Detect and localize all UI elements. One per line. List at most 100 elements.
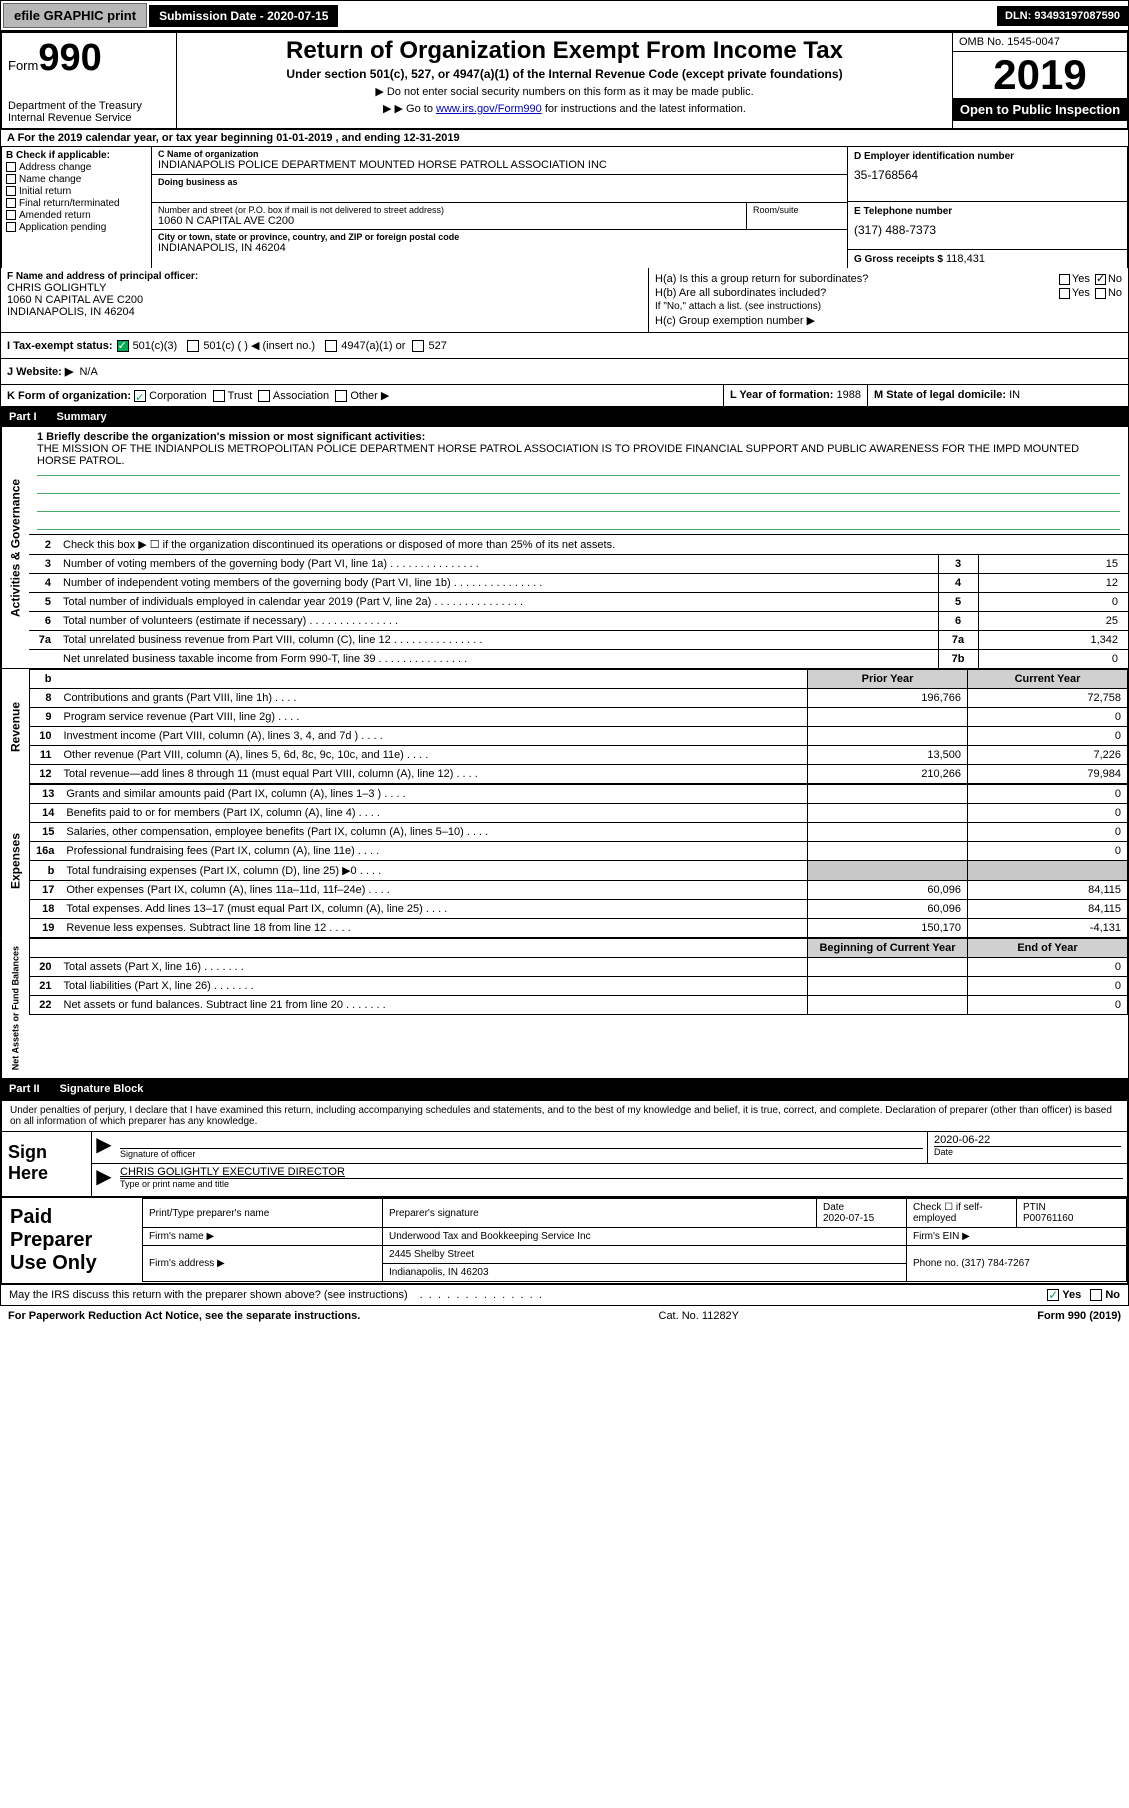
firm-phone: Phone no. (317) 784-7267: [907, 1246, 1127, 1282]
revenue-section: Revenue bPrior YearCurrent Year 8 Contri…: [0, 669, 1129, 784]
begin-year-hdr: Beginning of Current Year: [808, 939, 968, 958]
goto-post: for instructions and the latest informat…: [542, 103, 746, 115]
line-num: 3: [29, 555, 57, 574]
dba-cell: Doing business as: [152, 175, 847, 203]
chk-name-label: Name change: [19, 174, 81, 185]
line-num: 21: [30, 977, 58, 996]
discuss-yes-chk[interactable]: [1047, 1289, 1059, 1301]
end-year-val: 0: [968, 996, 1128, 1015]
chk-501c[interactable]: [187, 340, 199, 352]
chk-final-return[interactable]: Final return/terminated: [6, 198, 147, 209]
line2-n: 2: [29, 535, 57, 555]
sig-arrow-icon: ▶: [92, 1132, 116, 1163]
current-year-val: 7,226: [968, 746, 1128, 765]
discuss-no: No: [1105, 1289, 1120, 1301]
current-year-val: -4,131: [968, 919, 1128, 938]
prep-ptin: P00761160: [1023, 1213, 1073, 1224]
firm-phone-val: (317) 784-7267: [961, 1258, 1029, 1269]
line-num: 7a: [29, 631, 57, 650]
prep-ptin-hdr: PTINP00761160: [1017, 1199, 1127, 1228]
line-desc: Total revenue—add lines 8 through 11 (mu…: [58, 765, 808, 784]
prior-year-val: [808, 708, 968, 727]
chk-other[interactable]: [335, 390, 347, 402]
year-formation: 1988: [837, 389, 861, 401]
line-desc: Total number of volunteers (estimate if …: [57, 612, 938, 631]
line-desc: Number of voting members of the governin…: [57, 555, 938, 574]
line2-desc: Check this box ▶ ☐ if the organization d…: [57, 535, 1128, 555]
chk-amended-return[interactable]: Amended return: [6, 210, 147, 221]
chk-initial-return[interactable]: Initial return: [6, 186, 147, 197]
h-b-no-chk[interactable]: [1095, 288, 1106, 299]
h-a-yes-chk[interactable]: [1059, 274, 1070, 285]
prior-year-val: 60,096: [808, 881, 968, 900]
current-year-val: [968, 861, 1128, 881]
line-num: 20: [30, 958, 58, 977]
chk-association[interactable]: [258, 390, 270, 402]
submission-date: Submission Date - 2020-07-15: [149, 5, 338, 27]
signature-declaration: Under penalties of perjury, I declare th…: [2, 1101, 1127, 1132]
sig-officer-field[interactable]: Signature of officer: [116, 1132, 927, 1163]
mission-box: 1 Briefly describe the organization's mi…: [29, 427, 1128, 534]
line-val: 0: [978, 650, 1128, 669]
netassets-section: Net Assets or Fund Balances Beginning of…: [0, 938, 1129, 1079]
org-name-cell: C Name of organization INDIANAPOLIS POLI…: [152, 147, 847, 175]
firm-ein-label: Firm's EIN ▶: [907, 1228, 1127, 1246]
chk-application-pending[interactable]: Application pending: [6, 222, 147, 233]
line-num: 4: [29, 574, 57, 593]
prior-year-val: [808, 727, 968, 746]
line-desc: Other expenses (Part IX, column (A), lin…: [60, 881, 807, 900]
prior-year-val: 60,096: [808, 900, 968, 919]
firm-name-label: Firm's name ▶: [143, 1228, 383, 1246]
chk-address-change[interactable]: Address change: [6, 162, 147, 173]
prior-year-hdr: Prior Year: [808, 670, 968, 689]
tax-status-label: I Tax-exempt status:: [7, 340, 113, 352]
line-desc: Net assets or fund balances. Subtract li…: [58, 996, 808, 1015]
chk-final-label: Final return/terminated: [19, 198, 120, 209]
website-label: J Website: ▶: [7, 365, 73, 378]
chk-corporation[interactable]: ✓: [134, 390, 146, 402]
chk-name-change[interactable]: Name change: [6, 174, 147, 185]
row-i-tax-status: I Tax-exempt status: 501(c)(3) 501(c) ( …: [0, 333, 1129, 359]
h-b-yes-chk[interactable]: [1059, 288, 1070, 299]
h-b-yes: Yes: [1072, 287, 1090, 299]
prior-year-val: 196,766: [808, 689, 968, 708]
current-year-val: 0: [968, 842, 1128, 861]
chk-trust[interactable]: [213, 390, 225, 402]
line-desc: Total unrelated business revenue from Pa…: [57, 631, 938, 650]
chk-amended-label: Amended return: [19, 210, 91, 221]
opt-corp: Corporation: [149, 390, 206, 402]
chk-501c3[interactable]: [117, 340, 129, 352]
gross-value: 118,431: [946, 253, 985, 265]
line-box: 4: [938, 574, 978, 593]
officer-label: F Name and address of principal officer:: [7, 271, 642, 282]
opt-501c3: 501(c)(3): [133, 340, 178, 352]
sign-here-label: Sign Here: [2, 1132, 92, 1196]
discuss-no-chk[interactable]: [1090, 1289, 1102, 1301]
chk-527[interactable]: [412, 340, 424, 352]
line-num: 5: [29, 593, 57, 612]
line-num: 6: [29, 612, 57, 631]
efile-graphic-button[interactable]: efile GRAPHIC print: [3, 3, 147, 28]
row-a-period: A For the 2019 calendar year, or tax yea…: [0, 130, 1129, 147]
line-num: 10: [30, 727, 58, 746]
h-b-line: H(b) Are all subordinates included? Yes …: [655, 287, 1122, 299]
line-box: 3: [938, 555, 978, 574]
line-val: 0: [978, 593, 1128, 612]
current-year-hdr: Current Year: [968, 670, 1128, 689]
chk-4947[interactable]: [325, 340, 337, 352]
line-box: 7b: [938, 650, 978, 669]
revenue-table: bPrior YearCurrent Year 8 Contributions …: [29, 669, 1128, 784]
form990-link[interactable]: www.irs.gov/Form990: [436, 103, 542, 115]
org-name-label: C Name of organization: [158, 149, 841, 159]
governance-rows: 3 Number of voting members of the govern…: [29, 554, 1128, 668]
dept-label: Department of the Treasury Internal Reve…: [8, 100, 170, 124]
governance-table: 2Check this box ▶ ☐ if the organization …: [29, 534, 1128, 554]
line-desc: Net unrelated business taxable income fr…: [57, 650, 938, 669]
prep-selfemp-hdr: Check ☐ if self-employed: [907, 1199, 1017, 1228]
officer-name: CHRIS GOLIGHTLY: [7, 282, 642, 294]
line-desc: Total fundraising expenses (Part IX, col…: [60, 861, 807, 881]
col-c-org-info: C Name of organization INDIANAPOLIS POLI…: [152, 147, 847, 268]
end-year-val: 0: [968, 977, 1128, 996]
h-a-no-chk[interactable]: [1095, 274, 1106, 285]
city-label: City or town, state or province, country…: [158, 232, 841, 242]
